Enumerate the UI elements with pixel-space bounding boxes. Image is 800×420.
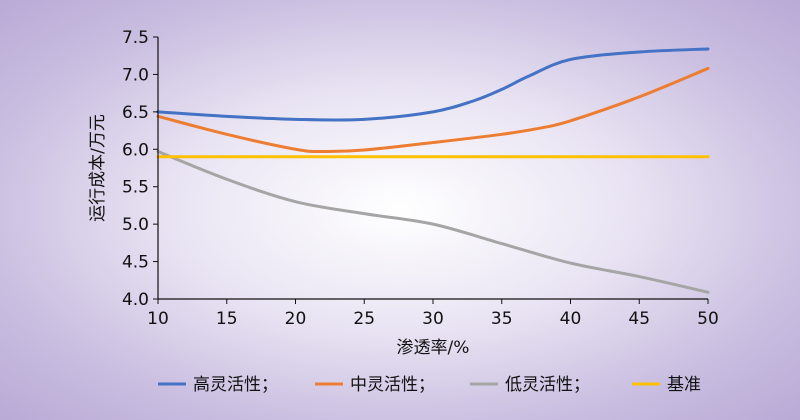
legend-label: 基准 [667, 375, 701, 395]
y-tick-label: 7.5 [122, 28, 149, 48]
y-tick-label: 5.5 [122, 178, 149, 198]
legend-label: 低灵活性； [505, 375, 590, 395]
x-tick-label: 10 [147, 309, 169, 329]
x-tick-label: 30 [422, 309, 444, 329]
x-tick-label: 40 [560, 309, 582, 329]
x-tick-label: 20 [285, 309, 307, 329]
y-axis-title: 运行成本/万元 [88, 114, 108, 222]
legend-label: 中灵活性； [350, 375, 435, 395]
legend-item-high-flex: 高灵活性； [158, 375, 278, 395]
x-tick-label: 25 [353, 309, 375, 329]
x-tick-label: 35 [491, 309, 513, 329]
legend-item-baseline: 基准 [632, 375, 701, 395]
x-tick-label: 45 [628, 309, 650, 329]
series-line-high-flex [156, 47, 710, 122]
y-tick-label: 5.0 [122, 215, 149, 235]
x-tick-label: 15 [216, 309, 238, 329]
legend-label: 高灵活性； [193, 375, 278, 395]
legend-item-low-flex: 低灵活性； [470, 375, 590, 395]
y-tick-label: 6.5 [122, 103, 149, 123]
y-tick-label: 4.5 [122, 253, 149, 273]
series-line-mid-flex [156, 66, 710, 154]
x-tick-label: 50 [697, 309, 719, 329]
legend-item-mid-flex: 中灵活性； [315, 375, 435, 395]
x-axis-title: 渗透率/% [397, 338, 470, 358]
y-tick-label: 6.0 [122, 140, 149, 160]
series-line-low-flex [156, 150, 710, 294]
y-tick-label: 4.0 [122, 290, 149, 310]
y-tick-label: 7.0 [122, 65, 149, 85]
